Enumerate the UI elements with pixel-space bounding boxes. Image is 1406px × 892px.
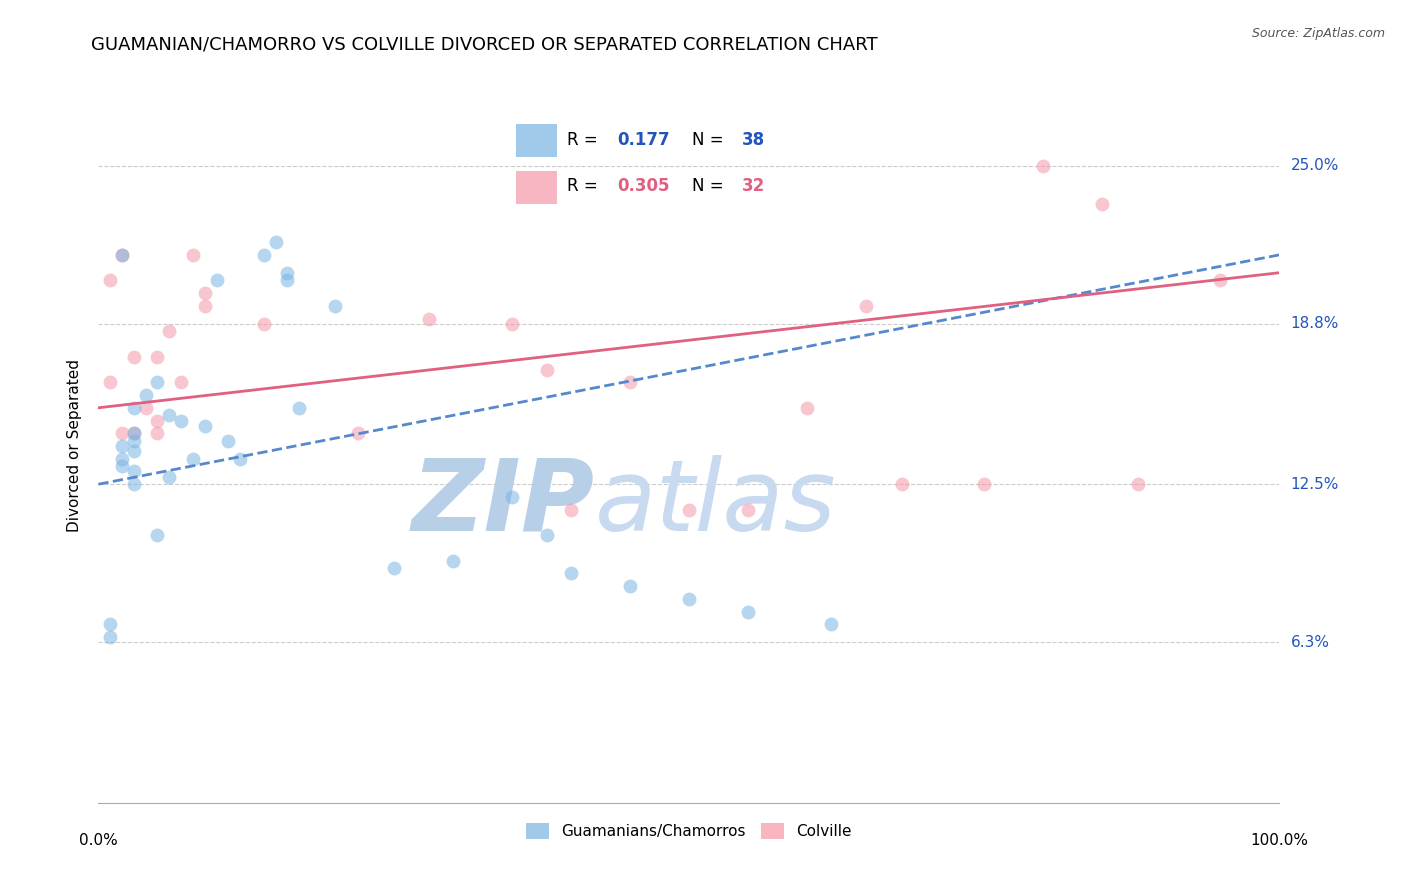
- Point: [157, 469, 180, 483]
- Point: [501, 490, 523, 504]
- Point: [347, 426, 370, 441]
- Legend: Guamanians/Chamorros, Colville: Guamanians/Chamorros, Colville: [520, 817, 858, 845]
- Point: [111, 451, 134, 466]
- Point: [181, 451, 204, 466]
- Point: [855, 299, 877, 313]
- Point: [288, 401, 311, 415]
- Point: [619, 579, 641, 593]
- Point: [619, 376, 641, 390]
- Text: N =: N =: [692, 131, 728, 149]
- Point: [418, 311, 440, 326]
- Point: [98, 617, 121, 632]
- Point: [253, 317, 276, 331]
- Point: [111, 426, 134, 441]
- Point: [796, 401, 818, 415]
- Text: Source: ZipAtlas.com: Source: ZipAtlas.com: [1251, 27, 1385, 40]
- Point: [1209, 273, 1232, 287]
- Text: 6.3%: 6.3%: [1291, 635, 1330, 649]
- Text: R =: R =: [567, 131, 603, 149]
- Text: 38: 38: [742, 131, 765, 149]
- Text: 12.5%: 12.5%: [1291, 476, 1339, 491]
- Text: N =: N =: [692, 178, 728, 195]
- Point: [170, 413, 193, 427]
- Point: [111, 248, 134, 262]
- Point: [98, 273, 121, 287]
- Point: [1091, 197, 1114, 211]
- Point: [678, 591, 700, 606]
- Point: [98, 630, 121, 644]
- Point: [122, 426, 145, 441]
- Point: [678, 502, 700, 516]
- Point: [560, 566, 582, 581]
- Point: [122, 434, 145, 448]
- Point: [122, 401, 145, 415]
- Point: [737, 502, 759, 516]
- Point: [1126, 477, 1149, 491]
- Bar: [516, 171, 557, 204]
- Point: [157, 324, 180, 338]
- Point: [205, 273, 228, 287]
- Point: [135, 401, 157, 415]
- Point: [276, 273, 298, 287]
- Point: [276, 266, 298, 280]
- Point: [382, 561, 405, 575]
- Point: [111, 459, 134, 474]
- Point: [1032, 159, 1054, 173]
- Point: [501, 317, 523, 331]
- Point: [146, 528, 169, 542]
- Point: [122, 426, 145, 441]
- Point: [737, 605, 759, 619]
- Point: [264, 235, 287, 249]
- Text: 32: 32: [742, 178, 766, 195]
- Text: 0.0%: 0.0%: [79, 833, 118, 848]
- Text: atlas: atlas: [595, 455, 837, 551]
- Point: [122, 465, 145, 479]
- Point: [157, 409, 180, 423]
- Point: [536, 528, 558, 542]
- Text: 0.305: 0.305: [617, 178, 671, 195]
- Text: ZIP: ZIP: [412, 455, 595, 551]
- Point: [194, 418, 217, 433]
- Point: [98, 376, 121, 390]
- Text: 18.8%: 18.8%: [1291, 316, 1339, 331]
- Point: [253, 248, 276, 262]
- Text: 0.177: 0.177: [617, 131, 671, 149]
- Point: [536, 362, 558, 376]
- Point: [560, 502, 582, 516]
- Point: [217, 434, 239, 448]
- Point: [170, 376, 193, 390]
- Point: [973, 477, 995, 491]
- Point: [122, 444, 145, 458]
- Point: [229, 451, 252, 466]
- Point: [135, 388, 157, 402]
- Y-axis label: Divorced or Separated: Divorced or Separated: [66, 359, 82, 533]
- Point: [194, 286, 217, 301]
- Text: 100.0%: 100.0%: [1250, 833, 1309, 848]
- Point: [122, 350, 145, 364]
- Point: [111, 439, 134, 453]
- Bar: [516, 124, 557, 157]
- Point: [146, 426, 169, 441]
- Point: [146, 376, 169, 390]
- Point: [820, 617, 842, 632]
- Point: [890, 477, 912, 491]
- Point: [181, 248, 204, 262]
- Text: 25.0%: 25.0%: [1291, 158, 1339, 173]
- Point: [111, 248, 134, 262]
- Point: [194, 299, 217, 313]
- Point: [146, 350, 169, 364]
- Point: [146, 413, 169, 427]
- Point: [122, 477, 145, 491]
- Point: [323, 299, 346, 313]
- Text: GUAMANIAN/CHAMORRO VS COLVILLE DIVORCED OR SEPARATED CORRELATION CHART: GUAMANIAN/CHAMORRO VS COLVILLE DIVORCED …: [91, 36, 877, 54]
- Point: [441, 554, 464, 568]
- Text: R =: R =: [567, 178, 603, 195]
